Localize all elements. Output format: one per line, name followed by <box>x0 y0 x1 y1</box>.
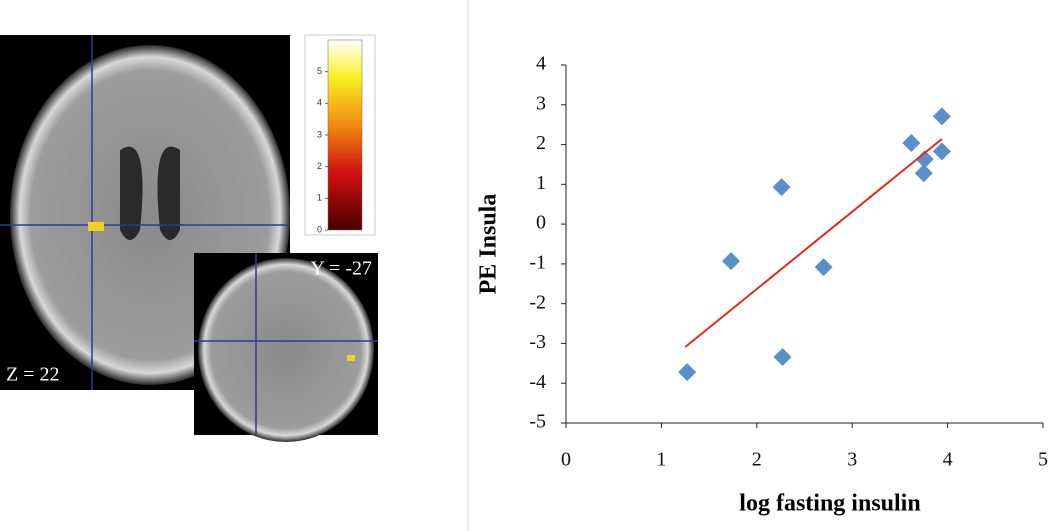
colorbar-tick-label: 1 <box>317 193 322 203</box>
scatter-point <box>722 252 741 271</box>
y-tick-label: 2 <box>536 132 546 154</box>
activation <box>88 222 104 231</box>
y-tick-label: -3 <box>529 331 546 353</box>
x-tick-label: 2 <box>752 449 762 471</box>
axial-label: Z = 22 <box>6 364 60 386</box>
colorbar-tick-label: 5 <box>317 66 322 76</box>
coronal-brain <box>198 258 374 442</box>
y-axis-label: PE Insula <box>476 194 502 295</box>
y-tick-label: -1 <box>529 251 546 273</box>
y-tick-label: -4 <box>529 371 546 393</box>
activation <box>347 355 355 361</box>
scatter-point <box>814 258 833 277</box>
scatter-point <box>902 133 921 152</box>
x-axis-label: log fasting insulin <box>739 491 920 517</box>
colorbar-tick-label: 3 <box>317 129 322 139</box>
scatter-point <box>915 150 934 169</box>
coronal-label: Y = -27 <box>310 258 372 280</box>
y-tick-label: 1 <box>536 172 546 194</box>
scatter-point <box>932 107 951 126</box>
colorbar <box>327 39 363 231</box>
x-tick-label: 4 <box>943 449 953 471</box>
y-tick-label: 4 <box>536 53 546 75</box>
scatter-point <box>678 363 697 382</box>
ventricles <box>120 146 180 240</box>
trendline <box>684 138 943 348</box>
scatter-point <box>772 178 791 197</box>
y-tick-label: 3 <box>536 92 546 114</box>
x-tick-label: 3 <box>847 449 857 471</box>
scatter-point <box>773 347 792 366</box>
x-tick-label: 0 <box>561 449 571 471</box>
scatter-point <box>914 164 933 183</box>
y-tick-label: -2 <box>529 291 546 313</box>
y-tick-label: -5 <box>529 411 546 433</box>
x-tick-label: 1 <box>656 449 666 471</box>
scatter-point <box>932 142 951 161</box>
y-tick-label: 0 <box>536 212 546 234</box>
colorbar-tick-label: 4 <box>317 98 322 108</box>
x-tick-label: 5 <box>1038 449 1048 471</box>
colorbar-tick-label: 0 <box>317 224 322 234</box>
colorbar-tick-label: 2 <box>317 161 322 171</box>
